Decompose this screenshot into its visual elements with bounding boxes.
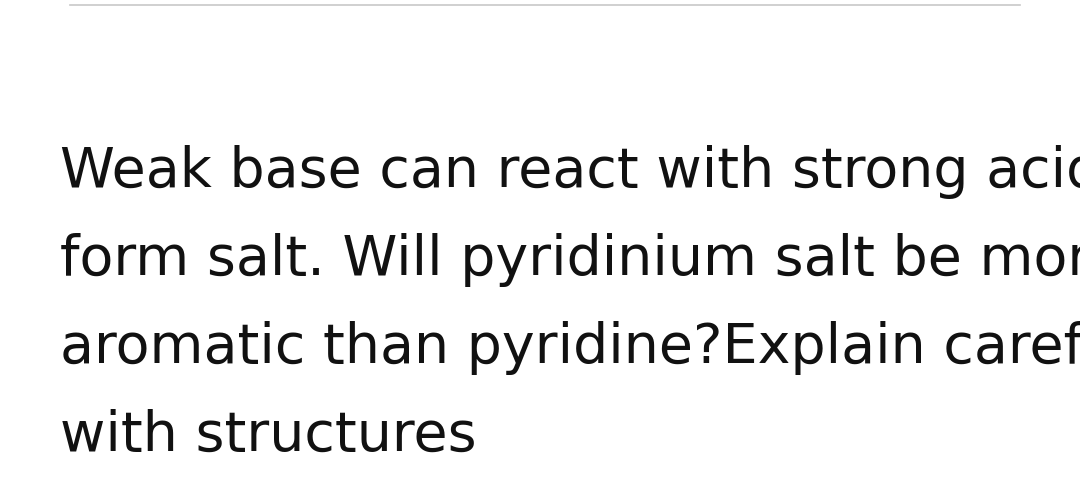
- Text: form salt. Will pyridinium salt be more: form salt. Will pyridinium salt be more: [60, 233, 1080, 287]
- Text: with structures: with structures: [60, 409, 476, 463]
- Text: Weak base can react with strong acid  to: Weak base can react with strong acid to: [60, 145, 1080, 199]
- Text: aromatic than pyridine?Explain carefully: aromatic than pyridine?Explain carefully: [60, 321, 1080, 375]
